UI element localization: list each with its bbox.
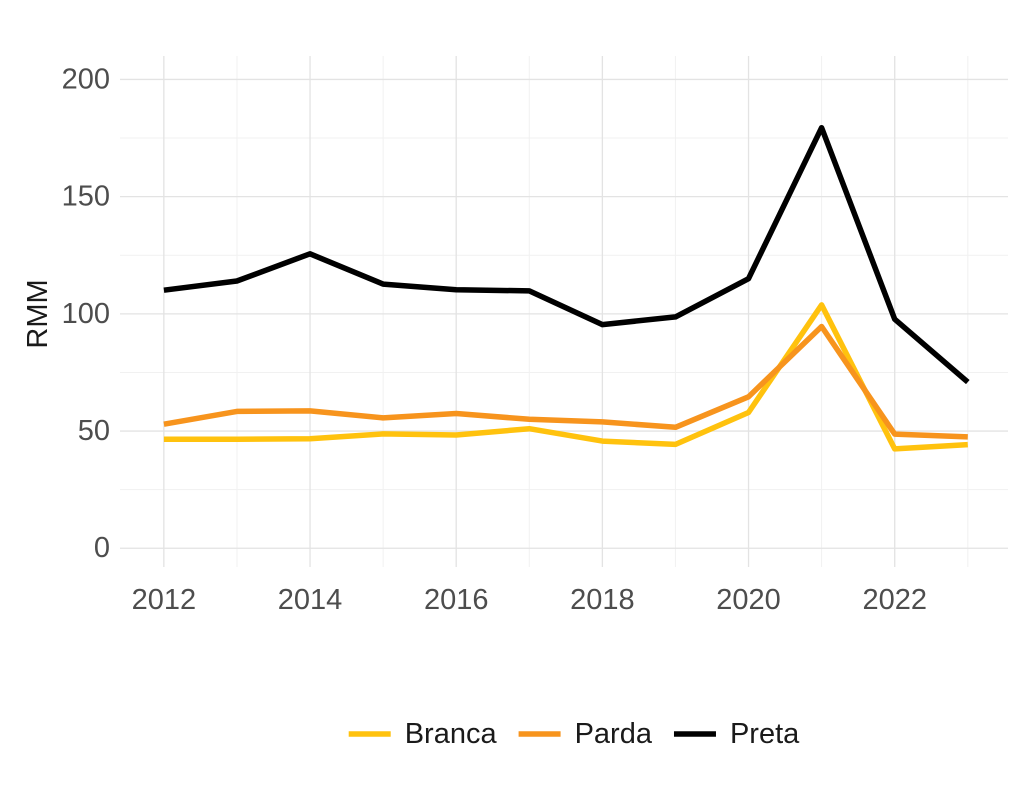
major-gridlines [120,56,1008,567]
y-axis-title: RMM [22,279,54,348]
legend-item-preta: Preta [673,718,800,750]
x-axis-tick-labels: 2012 2014 2016 2018 2020 2022 [132,584,927,616]
series-line-parda [163,323,968,440]
legend-label: Branca [405,718,498,750]
y-tick-label: 0 [94,532,110,564]
y-tick-label: 200 [62,63,110,95]
x-tick-label: 2012 [132,584,197,616]
legend-label: Parda [575,718,653,750]
x-tick-label: 2014 [278,584,343,616]
y-tick-label: 50 [78,415,110,447]
x-tick-label: 2020 [716,584,781,616]
y-tick-label: 150 [62,181,110,213]
legend-item-branca: Branca [348,718,498,750]
series-line-branca [163,302,968,452]
x-tick-label: 2022 [862,584,927,616]
legend-label: Preta [730,718,800,750]
legend: Branca Parda Preta [348,718,800,750]
minor-gridlines [120,56,1008,567]
y-axis-tick-labels: 0 50 100 150 200 [62,63,110,564]
x-tick-label: 2016 [424,584,489,616]
series-line-preta [163,124,970,385]
legend-item-parda: Parda [518,718,653,750]
x-tick-label: 2018 [570,584,635,616]
series-lines [163,124,970,452]
y-tick-label: 100 [62,298,110,330]
